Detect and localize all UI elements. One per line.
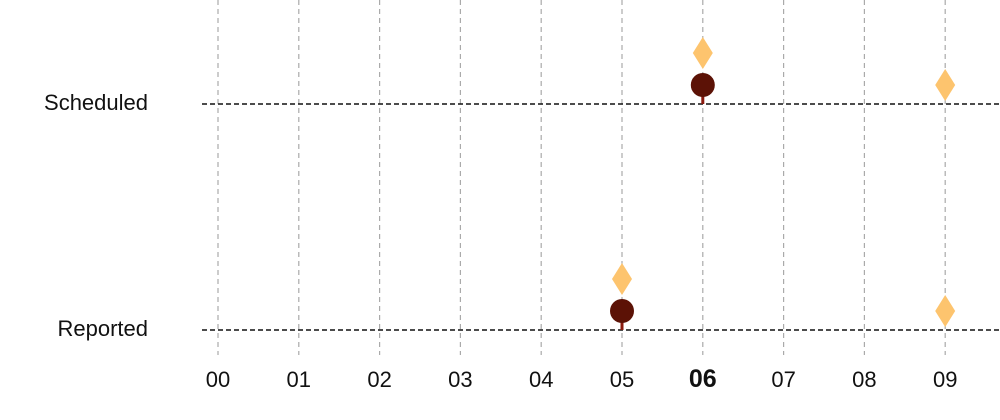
row-label-reported: Reported: [57, 316, 148, 341]
tick-label-02: 02: [367, 367, 391, 392]
marker-stems: [620, 85, 705, 330]
tick-label-06: 06: [689, 365, 717, 393]
row-labels: Scheduled Reported: [44, 90, 148, 341]
data-markers: [610, 37, 956, 327]
diamond-marker-scheduled-6: [692, 37, 713, 69]
tick-label-00: 00: [206, 367, 230, 392]
diamond-marker-reported-5: [612, 263, 632, 295]
tick-label-07: 07: [771, 367, 795, 392]
diamond-marker-scheduled-9: [935, 69, 956, 101]
row-label-scheduled: Scheduled: [44, 90, 148, 115]
row-baselines: [202, 103, 1000, 331]
tick-label-05: 05: [610, 367, 634, 392]
circle-marker-scheduled-6: [690, 73, 715, 97]
grid-lines: [217, 0, 946, 355]
circle-marker-reported-5: [610, 299, 634, 323]
tick-label-08: 08: [852, 367, 876, 392]
tick-label-01: 01: [287, 367, 311, 392]
tick-label-04: 04: [529, 367, 553, 392]
diamond-marker-reported-9: [935, 295, 956, 327]
x-axis-ticks: 00 01 02 03 04 05 06 07 08 09: [206, 365, 958, 393]
tick-label-03: 03: [448, 367, 472, 392]
tick-label-09: 09: [933, 367, 957, 392]
